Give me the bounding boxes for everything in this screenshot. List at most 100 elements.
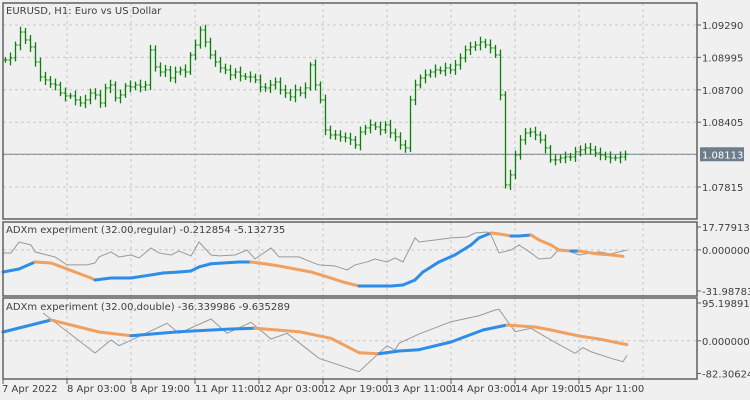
price-bar xyxy=(228,64,233,81)
adx-line-segment xyxy=(297,330,333,340)
price-bar xyxy=(353,136,358,149)
price-bar xyxy=(198,26,203,49)
adx-line-segment xyxy=(129,273,153,280)
time-tick-label: 11 Apr 11:00 xyxy=(195,384,260,395)
price-bar xyxy=(598,147,603,161)
price-bar xyxy=(208,37,213,60)
price-bar xyxy=(548,145,553,163)
price-bar xyxy=(73,90,78,106)
time-tick-label: 14 Apr 03:00 xyxy=(451,384,516,395)
price-bar xyxy=(408,95,413,153)
price-bar xyxy=(588,142,593,155)
price-bar xyxy=(173,66,178,84)
price-bar xyxy=(248,71,253,83)
adx-line-segment xyxy=(177,269,193,274)
price-bar xyxy=(193,39,198,61)
adx-line-segment xyxy=(449,328,485,344)
price-bar xyxy=(273,77,278,90)
adx-line-segment xyxy=(481,323,509,332)
price-bar xyxy=(78,96,83,107)
price-bar xyxy=(473,41,478,51)
adx-line-segment xyxy=(197,262,213,269)
price-bar xyxy=(113,81,118,102)
time-tick-label: 8 Apr 03:00 xyxy=(67,384,126,395)
price-bar xyxy=(48,76,53,88)
indicator-panel-regular[interactable] xyxy=(1,231,628,288)
price-bar xyxy=(363,124,368,136)
price-bar xyxy=(578,145,583,157)
adx-line-segment xyxy=(533,325,553,332)
adx-line-segment xyxy=(417,340,453,352)
price-panel[interactable] xyxy=(3,24,697,191)
adx-line-segment xyxy=(357,351,381,356)
price-bar xyxy=(158,62,163,77)
price-bar xyxy=(373,121,378,131)
price-bar xyxy=(343,132,348,143)
price-bar xyxy=(593,145,598,157)
price-bar xyxy=(498,49,503,101)
price-bar xyxy=(213,50,218,67)
price-bar xyxy=(313,59,318,91)
price-bar xyxy=(463,45,468,63)
adx-line-segment xyxy=(505,323,537,329)
price-bar xyxy=(33,42,38,67)
price-bar xyxy=(143,80,148,91)
price-bar xyxy=(328,125,333,140)
price-bar xyxy=(438,66,443,75)
price-bar xyxy=(553,154,558,166)
price-bar xyxy=(483,38,488,49)
adx-line-segment xyxy=(413,270,425,282)
price-bar xyxy=(188,52,193,75)
price-bar xyxy=(418,74,423,89)
adx-line-segment xyxy=(73,270,93,280)
panel-frame xyxy=(2,221,698,297)
indicator-tick-label: -31.987830 xyxy=(702,287,750,298)
chart-title: EURUSD, H1: Euro vs US Dollar xyxy=(6,6,162,17)
price-bar xyxy=(88,88,93,105)
price-bar xyxy=(283,84,288,98)
adx-line-segment xyxy=(97,330,133,338)
grid xyxy=(2,3,697,379)
adx-line-segment xyxy=(177,327,233,334)
price-bar xyxy=(303,82,308,99)
current-price-badge xyxy=(700,147,744,162)
price-bar xyxy=(318,81,323,104)
price-bar xyxy=(28,34,33,52)
price-bar xyxy=(118,89,123,104)
price-bar xyxy=(368,119,373,134)
price-bar xyxy=(203,24,208,48)
price-bar xyxy=(378,121,383,136)
signal-line xyxy=(42,308,628,373)
adx-line-segment xyxy=(453,243,473,257)
current-price-label: 1.08113 xyxy=(702,150,743,161)
adx-line-segment xyxy=(161,270,181,275)
price-bar xyxy=(468,41,473,56)
price-bar xyxy=(38,57,43,82)
adx-line-segment xyxy=(529,233,541,242)
price-bar xyxy=(428,69,433,78)
price-bar xyxy=(288,88,293,101)
price-bar xyxy=(18,26,23,51)
price-tick-label: 1.09290 xyxy=(702,21,743,32)
adx-line-segment xyxy=(557,248,573,253)
adx-line-segment xyxy=(437,253,457,264)
price-bar xyxy=(293,84,298,103)
adx-line-segment xyxy=(341,280,361,288)
price-bar xyxy=(538,131,543,144)
price-bar xyxy=(278,77,283,95)
adx-line-segment xyxy=(329,276,345,284)
price-bar xyxy=(488,39,493,54)
price-bar xyxy=(58,81,63,97)
adx-line-segment xyxy=(221,260,241,265)
price-bar xyxy=(478,36,483,51)
price-bar xyxy=(518,135,523,160)
price-bar xyxy=(123,83,128,98)
panel-frame xyxy=(2,2,698,220)
price-bar xyxy=(563,151,568,164)
indicator-panel-double[interactable] xyxy=(1,308,629,373)
price-tick-label: 1.08405 xyxy=(702,118,743,129)
adx-line-segment xyxy=(401,278,417,287)
price-bar xyxy=(178,66,183,76)
price-bar xyxy=(53,78,58,91)
